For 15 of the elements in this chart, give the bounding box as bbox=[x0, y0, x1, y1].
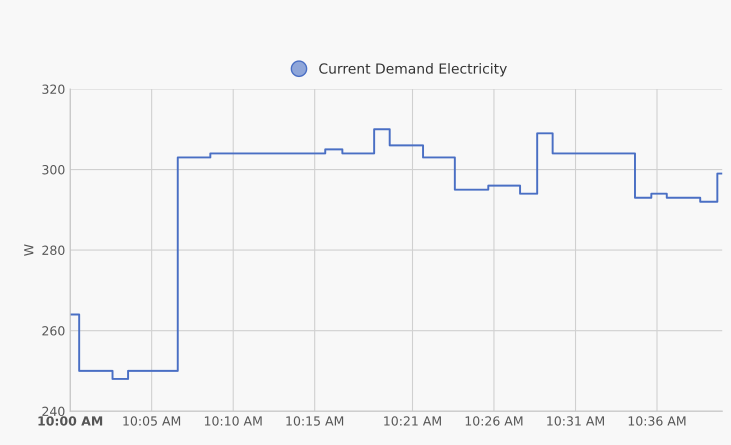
x-tick-label: 10:31 AM bbox=[547, 416, 604, 426]
x-tick-label: 10:26 AM bbox=[466, 416, 522, 426]
y-tick-label: 240 bbox=[42, 406, 64, 416]
x-tick-label: 10:00 AM bbox=[38, 416, 102, 426]
legend-label: Current Demand Electricity bbox=[319, 63, 507, 76]
x-tick-label: 10:36 AM bbox=[628, 416, 686, 426]
y-tick-label: 280 bbox=[42, 246, 64, 256]
y-axis-title: W bbox=[24, 244, 34, 256]
y-tick-label: 320 bbox=[42, 84, 64, 94]
x-tick-label: 10:10 AM bbox=[204, 416, 262, 426]
y-tick-label: 300 bbox=[42, 165, 64, 174]
y-tick-label: 260 bbox=[42, 326, 64, 336]
x-tick-label: 10:05 AM bbox=[123, 416, 180, 426]
x-tick-label: 10:21 AM bbox=[384, 416, 441, 426]
x-tick-label: 10:15 AM bbox=[286, 416, 344, 426]
